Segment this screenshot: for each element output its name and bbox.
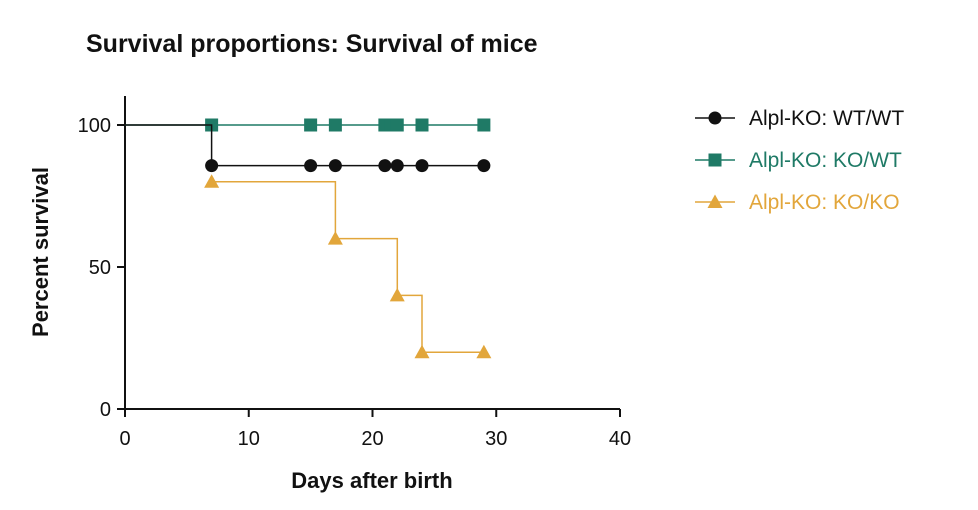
data-point	[378, 159, 392, 173]
data-point	[415, 159, 429, 173]
data-point	[328, 159, 342, 173]
data-point	[304, 159, 318, 173]
legend-marker	[707, 194, 723, 208]
legend: Alpl-KO: WT/WT Alpl-KO: KO/WT Alpl-KO: KO/…	[695, 107, 904, 214]
y-tick-label: 50	[89, 257, 111, 279]
series-step-line	[125, 124, 484, 167]
series-step-line	[211, 181, 484, 353]
data-point	[477, 118, 491, 132]
data-point	[476, 344, 492, 359]
axes	[124, 96, 620, 410]
x-tick-label: 0	[119, 428, 130, 450]
x-tick-label: 30	[485, 428, 507, 450]
data-point	[390, 159, 404, 173]
legend-label: Alpl-KO: KO/KO	[749, 191, 900, 214]
data-point	[327, 231, 343, 245]
x-tick-label: 40	[609, 428, 631, 450]
legend-marker	[708, 111, 722, 125]
series-circle	[125, 124, 491, 173]
ticks: 0 10 20 30 40 0 50 100	[78, 115, 632, 450]
y-tick-label: 0	[100, 399, 111, 421]
x-tick-label: 20	[361, 428, 383, 450]
data-point	[390, 118, 404, 132]
legend-label: Alpl-KO: WT/WT	[749, 107, 904, 130]
data-point	[204, 174, 220, 188]
data-point	[304, 118, 318, 132]
legend-item: Alpl-KO: KO/KO	[695, 191, 900, 214]
y-axis-label: Percent survival	[28, 167, 53, 337]
data-point	[389, 287, 405, 302]
y-tick-label: 100	[78, 115, 111, 137]
series-triangle	[204, 174, 492, 359]
x-axis-label: Days after birth	[291, 468, 452, 493]
chart-title: Survival proportions: Survival of mice	[86, 30, 538, 58]
data-point	[328, 118, 342, 132]
data-point	[477, 159, 491, 173]
data-point	[414, 344, 430, 359]
data-point	[205, 159, 219, 173]
x-tick-label: 10	[238, 428, 260, 450]
legend-label: Alpl-KO: KO/WT	[749, 149, 902, 172]
legend-item: Alpl-KO: KO/WT	[695, 149, 902, 172]
legend-marker	[708, 153, 722, 167]
legend-item: Alpl-KO: WT/WT	[695, 107, 904, 130]
series-layer	[125, 118, 492, 359]
data-point	[415, 118, 429, 132]
